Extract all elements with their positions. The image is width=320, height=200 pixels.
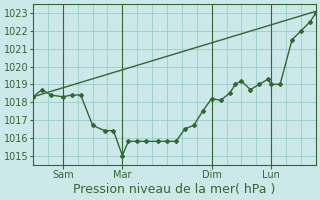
X-axis label: Pression niveau de la mer( hPa ): Pression niveau de la mer( hPa ) <box>73 183 276 196</box>
